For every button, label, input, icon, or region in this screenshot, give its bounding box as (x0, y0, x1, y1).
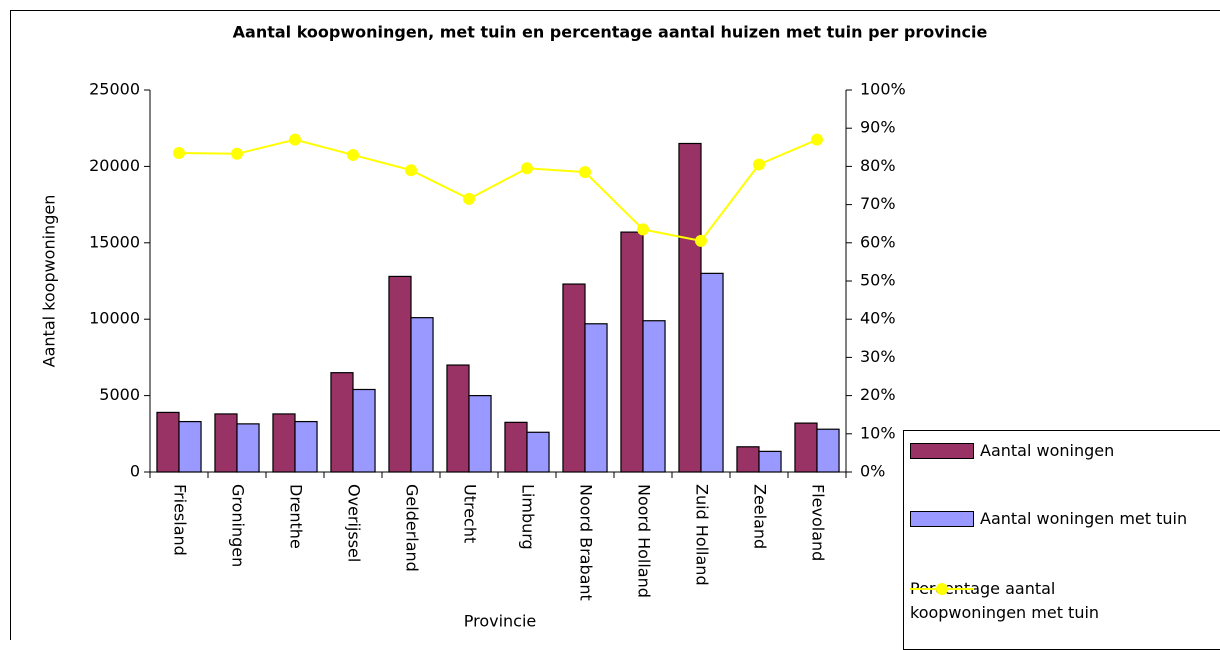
y2-tick-label: 10% (860, 423, 896, 442)
y2-tick-label: 50% (860, 271, 896, 290)
line-marker (811, 134, 823, 146)
bar (273, 414, 295, 472)
x-tick-label: Noord Brabant (577, 484, 596, 601)
x-axis-label: Provincie (464, 612, 537, 631)
y-tick-label: 15000 (89, 232, 140, 251)
y2-tick-label: 100% (860, 80, 906, 99)
line-marker (753, 158, 765, 170)
bar (215, 414, 237, 472)
bar (527, 432, 549, 472)
y2-tick-label: 0% (860, 462, 885, 481)
y-tick-label: 20000 (89, 156, 140, 175)
line-marker (521, 162, 533, 174)
x-tick-label: Friesland (171, 484, 190, 556)
bar (621, 232, 643, 472)
bar (701, 273, 723, 472)
x-tick-label: Limburg (519, 484, 538, 550)
line-marker (463, 193, 475, 205)
legend-item: Percentage aantal koopwoningen met tuin (910, 577, 1150, 625)
legend-item: Aantal woningen met tuin (910, 507, 1220, 531)
x-tick-label: Noord Holland (635, 484, 654, 598)
bar (179, 422, 201, 472)
legend-swatch (910, 577, 974, 601)
y-tick-label: 5000 (99, 385, 140, 404)
chart-title: Aantal koopwoningen, met tuin en percent… (233, 23, 988, 42)
legend-label: Aantal woningen (980, 439, 1220, 463)
bar (353, 389, 375, 472)
bar (817, 429, 839, 472)
x-tick-label: Gelderland (403, 484, 422, 572)
y2-tick-label: 70% (860, 194, 896, 213)
x-tick-label: Zuid Holland (693, 484, 712, 586)
bar (795, 423, 817, 472)
line-series (179, 140, 817, 241)
y2-tick-label: 30% (860, 347, 896, 366)
bar (331, 373, 353, 472)
bar (759, 451, 781, 472)
legend-item: Aantal woningen (910, 439, 1220, 463)
legend: Aantal woningen Aantal woningen met tuin P… (903, 430, 1220, 650)
y-tick-label: 10000 (89, 309, 140, 328)
line-marker (231, 148, 243, 160)
y2-tick-label: 40% (860, 309, 896, 328)
legend-swatch (910, 511, 974, 527)
line-marker (637, 223, 649, 235)
bar (585, 324, 607, 472)
bar (295, 422, 317, 472)
line-marker (695, 235, 707, 247)
x-tick-label: Utrecht (461, 484, 480, 543)
line-marker (579, 166, 591, 178)
line-marker (347, 149, 359, 161)
y2-tick-label: 90% (860, 118, 896, 137)
y-axis-label: Aantal koopwoningen (40, 195, 59, 368)
x-tick-label: Zeeland (751, 484, 770, 549)
y2-tick-label: 20% (860, 385, 896, 404)
bar (469, 396, 491, 472)
y-tick-label: 25000 (89, 80, 140, 99)
bar (563, 284, 585, 472)
x-tick-label: Flevoland (809, 484, 828, 561)
y2-tick-label: 80% (860, 156, 896, 175)
y-tick-label: 0 (130, 462, 140, 481)
bar (447, 365, 469, 472)
bar (389, 276, 411, 472)
x-tick-label: Groningen (229, 484, 248, 567)
legend-label: Aantal woningen met tuin (980, 507, 1220, 531)
legend-swatch (910, 443, 974, 459)
line-marker (173, 147, 185, 159)
x-tick-label: Overijssel (345, 484, 364, 562)
bar (237, 424, 259, 472)
y2-tick-label: 60% (860, 232, 896, 251)
bar (679, 143, 701, 472)
line-marker (405, 164, 417, 176)
bar (643, 321, 665, 472)
x-tick-label: Drenthe (287, 484, 306, 549)
line-marker (289, 134, 301, 146)
bar (411, 318, 433, 472)
bar (505, 422, 527, 472)
bar (157, 412, 179, 472)
bar (737, 447, 759, 472)
